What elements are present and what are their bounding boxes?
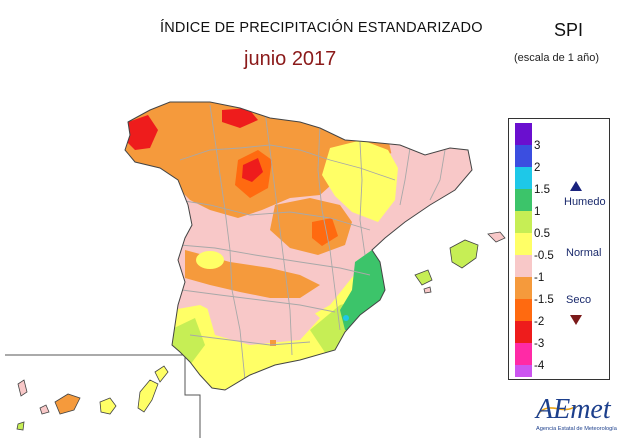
legend-swatch [515, 343, 532, 365]
legend-tick: -1 [534, 272, 545, 284]
legend-swatch [515, 321, 532, 343]
canary-lanzarote [154, 365, 169, 383]
legend-tick: 3 [534, 140, 541, 152]
legend-swatch [515, 365, 532, 377]
legend-swatch [515, 145, 532, 167]
spi-fill [125, 102, 472, 390]
canary-grancanaria [99, 397, 117, 415]
legend-swatch [515, 233, 532, 255]
legend-swatch [515, 299, 532, 321]
legend-swatch [515, 189, 532, 211]
aemet-logo: AEmet Agencia Estatal de Meteorología [534, 394, 618, 432]
legend-swatch [515, 211, 532, 233]
category-humedo: Humedo [564, 196, 606, 208]
legend-tick: 1 [534, 206, 541, 218]
legend-swatch [515, 277, 532, 299]
legend-tick: -1.5 [534, 294, 554, 306]
legend-tick: 0.5 [534, 228, 550, 240]
dry-arrow-icon [570, 315, 582, 325]
legend-swatch [515, 255, 532, 277]
legend-tick: -0.5 [534, 250, 554, 262]
time-scale-label: (escala de 1 año) [514, 52, 599, 64]
spain-outline [124, 101, 473, 391]
wet-arrow-icon [570, 181, 582, 191]
canary-inset-frame [5, 354, 201, 438]
logo-subtitle: Agencia Estatal de Meteorología [536, 426, 618, 432]
spi-legend: 3 2 1.5 1 0.5 -0.5 -1 -1.5 -2 -3 -4 [508, 118, 610, 380]
canary-fuerteventura [137, 379, 159, 413]
category-seco: Seco [566, 294, 592, 306]
canary-hierro [16, 421, 25, 431]
legend-tick: -3 [534, 338, 545, 350]
menorca [487, 231, 506, 243]
legend-tick: 2 [534, 162, 541, 174]
canary-gomera [39, 404, 50, 415]
legend-swatch [515, 167, 532, 189]
index-label: SPI [554, 20, 584, 40]
canary-lapalma [17, 379, 28, 397]
legend-tick: -2 [534, 316, 545, 328]
ibiza [414, 269, 433, 286]
map-title: ÍNDICE DE PRECIPITACIÓN ESTANDARIZADO [160, 20, 483, 36]
mallorca [449, 239, 479, 269]
legend-swatch [515, 123, 532, 145]
logo-text: AEmet [534, 394, 612, 425]
formentera [423, 286, 432, 294]
map-subtitle: junio 2017 [244, 48, 337, 70]
canary-tenerife [54, 393, 81, 415]
category-normal: Normal [566, 247, 602, 259]
legend-tick: -4 [534, 360, 545, 372]
legend-tick: 1.5 [534, 184, 550, 196]
